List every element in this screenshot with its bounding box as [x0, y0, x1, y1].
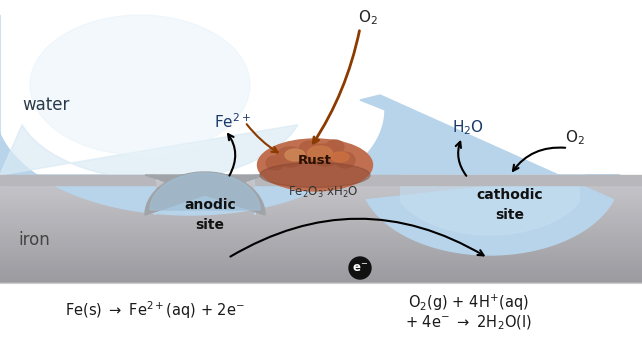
Text: O$_2$: O$_2$	[358, 9, 378, 27]
Ellipse shape	[308, 146, 333, 160]
Text: anodic
site: anodic site	[184, 198, 236, 232]
Text: Fe(s) $\rightarrow$ Fe$^{2+}$(aq) + 2e$^{-}$: Fe(s) $\rightarrow$ Fe$^{2+}$(aq) + 2e$^…	[65, 299, 245, 321]
Ellipse shape	[308, 144, 342, 166]
Text: O$_2$: O$_2$	[565, 129, 585, 147]
Ellipse shape	[331, 152, 349, 162]
Polygon shape	[0, 15, 620, 255]
Ellipse shape	[335, 152, 355, 168]
Polygon shape	[150, 173, 260, 210]
Text: + 4e$^{-}$ $\rightarrow$ 2H$_2$O(l): + 4e$^{-}$ $\rightarrow$ 2H$_2$O(l)	[404, 314, 532, 332]
Polygon shape	[145, 172, 265, 215]
Polygon shape	[0, 125, 298, 180]
Text: Rust: Rust	[298, 154, 332, 166]
Bar	[0, 283, 642, 357]
Text: Fe$_2$O$_3$·xH$_2$O: Fe$_2$O$_3$·xH$_2$O	[288, 185, 358, 200]
Ellipse shape	[299, 141, 321, 159]
Text: iron: iron	[18, 231, 49, 249]
Text: water: water	[22, 96, 69, 114]
Circle shape	[349, 257, 371, 279]
Ellipse shape	[276, 147, 304, 167]
Text: e$^{-}$: e$^{-}$	[352, 261, 368, 275]
Text: cathodic
site: cathodic site	[477, 188, 543, 222]
Polygon shape	[30, 15, 250, 155]
Ellipse shape	[266, 156, 284, 170]
Ellipse shape	[326, 140, 344, 154]
Polygon shape	[401, 175, 579, 235]
Ellipse shape	[260, 162, 370, 187]
Ellipse shape	[257, 139, 372, 191]
Text: H$_2$O: H$_2$O	[452, 119, 484, 137]
Text: Fe$^{2+}$: Fe$^{2+}$	[214, 113, 250, 131]
Text: O$_2$(g) + 4H$^{+}$(aq): O$_2$(g) + 4H$^{+}$(aq)	[408, 293, 528, 313]
Ellipse shape	[285, 149, 305, 161]
